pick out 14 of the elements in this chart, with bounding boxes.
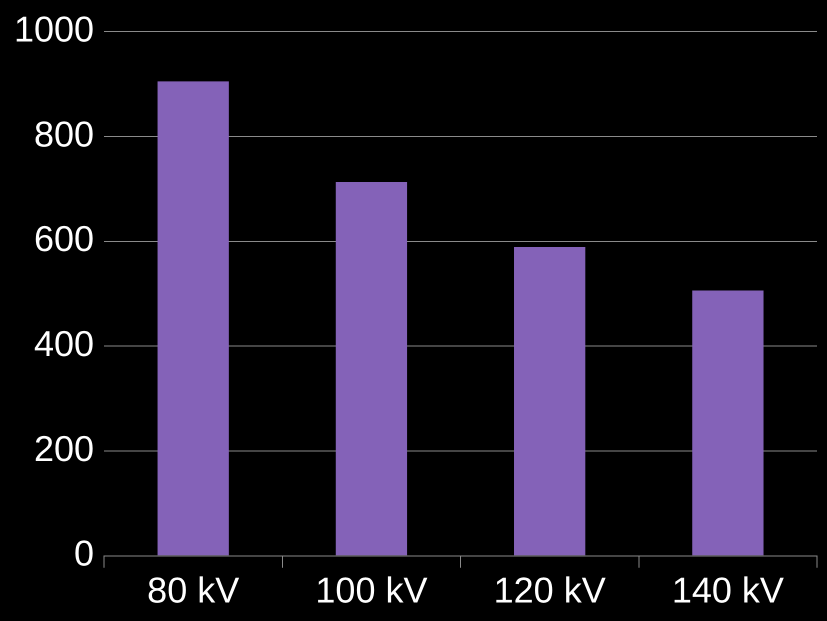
x-tick-label: 100 kV xyxy=(315,569,428,610)
y-tick-label: 0 xyxy=(74,532,94,574)
bar xyxy=(514,247,586,556)
bar xyxy=(158,81,229,556)
bar xyxy=(692,290,764,556)
x-tick-label: 140 kV xyxy=(672,569,784,610)
y-tick-label: 200 xyxy=(34,428,94,469)
bar xyxy=(336,182,408,556)
y-tick-label: 400 xyxy=(34,323,94,364)
y-tick-label: 600 xyxy=(34,218,94,260)
y-tick-label: 800 xyxy=(34,113,94,154)
x-tick-label: 120 kV xyxy=(494,569,606,610)
x-tick-label: 80 kV xyxy=(147,569,240,610)
y-tick-label: 1000 xyxy=(14,8,94,50)
